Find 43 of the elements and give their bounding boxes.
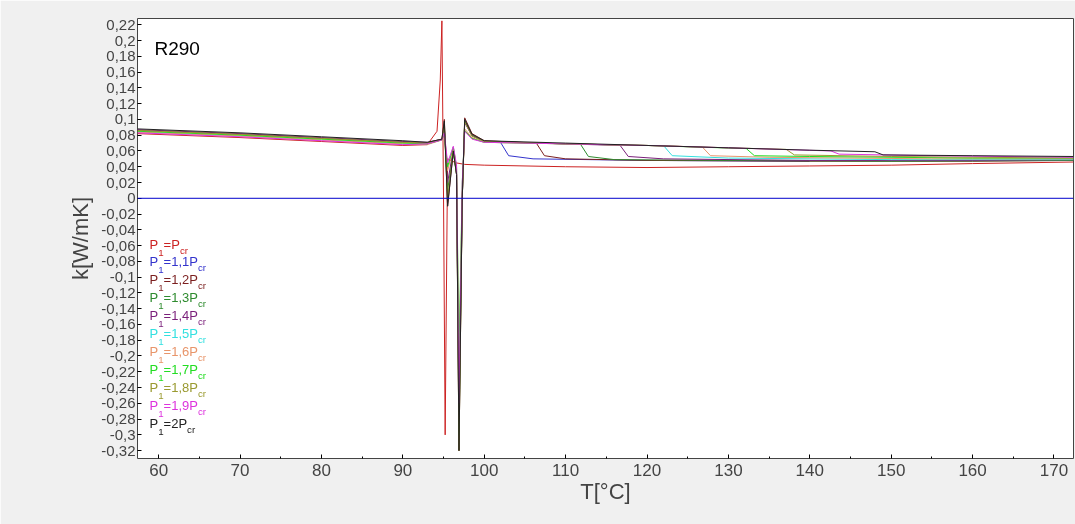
y-tick-label: -0,22 [101, 362, 136, 380]
x-tick-label: 170 [1039, 460, 1069, 480]
y-tick-label: -0,16 [101, 315, 136, 333]
y-tick-label: -0,08 [101, 252, 136, 270]
y-tick-label: -0,32 [101, 441, 136, 459]
y-tick-label: -0,06 [101, 236, 136, 254]
y-tick-label: -0,2 [109, 346, 136, 364]
y-tick-label: -0,02 [101, 205, 136, 223]
y-tick-label: 0,22 [106, 15, 136, 33]
y-tick-label: 0,18 [106, 47, 136, 65]
y-tick-label: 0,16 [106, 63, 136, 81]
y-tick-label: 0,06 [106, 141, 136, 159]
y-tick-label: 0,2 [114, 31, 136, 49]
y-tick-label: 0,14 [106, 78, 136, 96]
y-tick-label: -0,14 [101, 299, 136, 317]
annotation: R290 [154, 37, 200, 59]
y-tick-label: -0,18 [101, 331, 136, 349]
x-tick-label: 100 [470, 460, 499, 480]
x-tick-label: 160 [958, 460, 987, 480]
y-tick-label: -0,3 [109, 425, 136, 443]
x-axis-title: T[°C] [580, 478, 631, 504]
x-tick-label: 140 [795, 460, 824, 480]
x-tick-label: 90 [393, 460, 413, 480]
x-tick-label: 60 [149, 460, 169, 480]
y-axis-title: k[W/mK] [68, 196, 94, 281]
y-tick-label: 0 [127, 189, 136, 207]
y-tick-label: -0,24 [101, 378, 136, 396]
y-tick-label: -0,26 [101, 394, 136, 412]
y-tick-label: 0,1 [114, 110, 136, 128]
y-tick-label: -0,04 [101, 220, 136, 238]
x-tick-label: 130 [714, 460, 743, 480]
y-tick-label: 0,08 [106, 126, 136, 144]
x-tick-label: 80 [311, 460, 331, 480]
x-tick-label: 120 [632, 460, 662, 480]
x-tick-label: 110 [552, 460, 580, 480]
x-tick-label: 70 [230, 460, 250, 480]
x-tick-label: 150 [877, 460, 906, 480]
y-tick-label: -0,1 [109, 268, 136, 286]
y-tick-label: 0,02 [106, 173, 136, 191]
y-tick-label: -0,28 [101, 410, 136, 428]
y-tick-label: 0,12 [106, 94, 136, 112]
y-tick-label: -0,12 [101, 283, 136, 301]
y-tick-label: 0,04 [106, 157, 136, 175]
